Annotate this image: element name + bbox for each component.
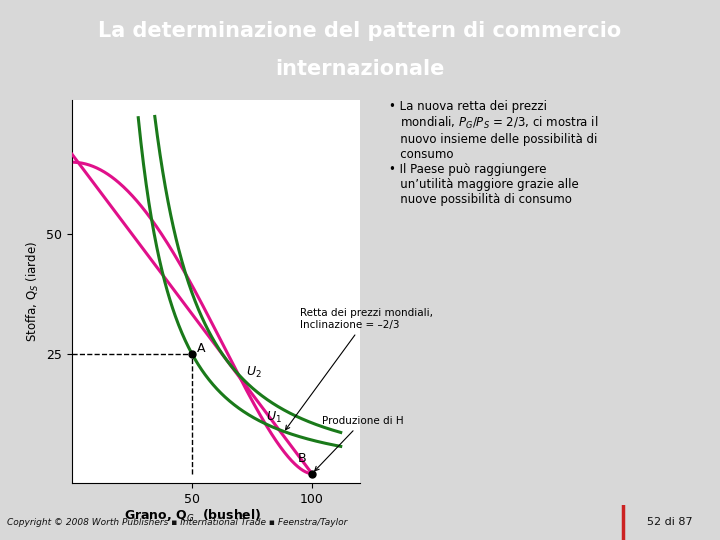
Text: B: B [297,452,306,465]
Text: Copyright © 2008 Worth Publishers ▪ International Trade ▪ Feenstra/Taylor: Copyright © 2008 Worth Publishers ▪ Inte… [7,518,348,527]
Text: $U_1$: $U_1$ [266,410,282,425]
Text: La determinazione del pattern di commercio: La determinazione del pattern di commerc… [99,21,621,41]
Text: • La nuova retta dei prezzi
   mondiali, $P_G$/$P_S$ = 2/3, ci mostra il
   nuov: • La nuova retta dei prezzi mondiali, $P… [389,100,598,206]
Text: Retta dei prezzi mondiali,
Inclinazione = –2/3: Retta dei prezzi mondiali, Inclinazione … [286,308,433,430]
Text: 52 di 87: 52 di 87 [647,517,693,528]
Text: A: A [197,341,205,354]
Y-axis label: Stoffa, Q$_S$ (iarde): Stoffa, Q$_S$ (iarde) [24,241,41,342]
Text: Produzione di H: Produzione di H [315,416,403,471]
Text: internazionale: internazionale [275,59,445,79]
Text: Grano, Q$_G$  (bushel): Grano, Q$_G$ (bushel) [125,508,261,524]
Text: $U_2$: $U_2$ [246,364,262,380]
